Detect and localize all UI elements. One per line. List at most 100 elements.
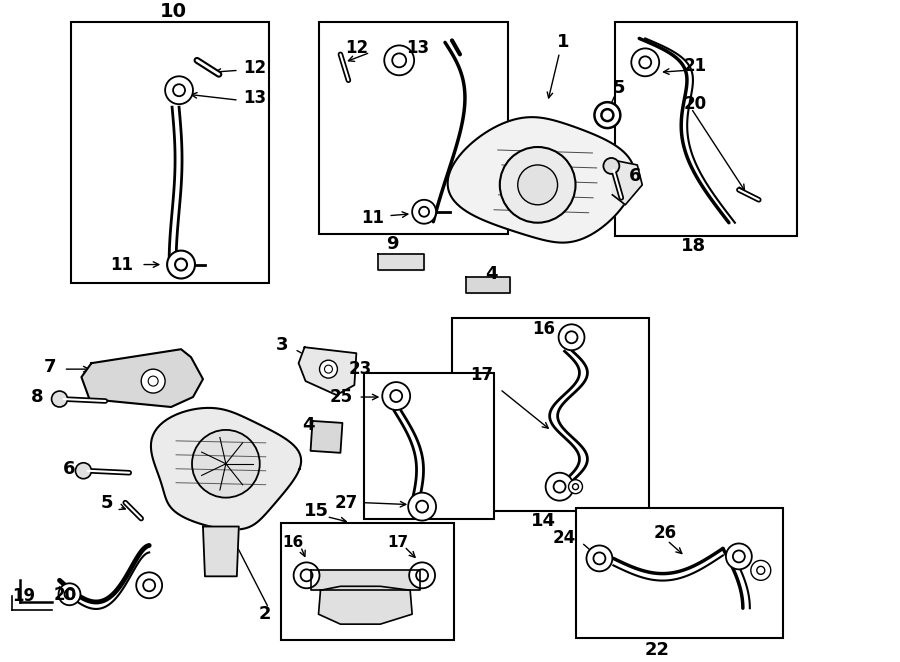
- Text: 17: 17: [388, 535, 409, 550]
- Bar: [452, 318, 649, 510]
- Text: 14: 14: [531, 512, 556, 530]
- Circle shape: [603, 158, 619, 174]
- Circle shape: [410, 563, 435, 589]
- Text: 24: 24: [553, 530, 575, 547]
- Text: 4: 4: [486, 265, 498, 283]
- Circle shape: [569, 480, 582, 494]
- Circle shape: [601, 109, 614, 121]
- Circle shape: [518, 165, 558, 205]
- Text: 22: 22: [644, 641, 670, 659]
- Text: 12: 12: [243, 60, 266, 77]
- Polygon shape: [319, 587, 412, 624]
- Circle shape: [587, 545, 612, 571]
- Text: 11: 11: [361, 209, 384, 226]
- Circle shape: [143, 579, 155, 591]
- Circle shape: [757, 567, 765, 575]
- Text: 17: 17: [471, 366, 493, 384]
- Text: 13: 13: [243, 89, 266, 107]
- Circle shape: [192, 430, 260, 498]
- Circle shape: [419, 207, 429, 216]
- Text: 10: 10: [159, 2, 186, 21]
- Bar: [364, 373, 494, 518]
- Circle shape: [65, 589, 75, 599]
- Text: 1: 1: [557, 33, 570, 52]
- Circle shape: [545, 473, 573, 500]
- Text: 27: 27: [335, 494, 358, 512]
- Text: 18: 18: [680, 236, 706, 255]
- Text: 21: 21: [683, 58, 706, 75]
- Text: 20: 20: [683, 95, 706, 113]
- Text: 4: 4: [302, 416, 315, 434]
- Polygon shape: [447, 117, 634, 242]
- Circle shape: [392, 54, 406, 68]
- Circle shape: [148, 376, 158, 386]
- Text: 2: 2: [258, 605, 271, 623]
- Circle shape: [416, 569, 428, 581]
- Polygon shape: [378, 254, 424, 269]
- Circle shape: [631, 48, 659, 76]
- Circle shape: [416, 500, 428, 512]
- Circle shape: [391, 390, 402, 402]
- Bar: [616, 23, 796, 236]
- Text: 3: 3: [276, 336, 289, 354]
- Circle shape: [554, 481, 565, 493]
- Circle shape: [325, 365, 332, 373]
- Polygon shape: [151, 408, 302, 530]
- Polygon shape: [81, 350, 203, 407]
- Circle shape: [751, 561, 770, 581]
- Bar: [575, 508, 783, 638]
- Bar: [71, 23, 269, 283]
- Text: 8: 8: [31, 388, 43, 406]
- Text: 20: 20: [53, 587, 76, 604]
- Circle shape: [409, 493, 436, 520]
- Text: 26: 26: [653, 524, 677, 542]
- Bar: [281, 522, 454, 640]
- Circle shape: [76, 463, 92, 479]
- Text: 15: 15: [304, 502, 329, 520]
- Text: 25: 25: [329, 388, 353, 406]
- Text: 16: 16: [282, 535, 303, 550]
- Polygon shape: [310, 571, 420, 591]
- Circle shape: [51, 391, 68, 407]
- Text: 11: 11: [110, 256, 133, 273]
- Polygon shape: [299, 348, 356, 395]
- Text: 12: 12: [346, 40, 368, 58]
- Circle shape: [565, 331, 578, 343]
- Circle shape: [141, 369, 165, 393]
- Circle shape: [167, 251, 195, 279]
- Text: 5: 5: [613, 79, 626, 97]
- Circle shape: [572, 484, 579, 490]
- Text: 6: 6: [63, 459, 76, 478]
- Text: 7: 7: [44, 358, 57, 376]
- Circle shape: [136, 573, 162, 598]
- Circle shape: [301, 569, 312, 581]
- Circle shape: [320, 360, 338, 378]
- Circle shape: [412, 200, 436, 224]
- Circle shape: [382, 382, 410, 410]
- Text: 6: 6: [629, 167, 642, 185]
- Circle shape: [58, 583, 80, 605]
- Polygon shape: [310, 421, 342, 453]
- Circle shape: [176, 259, 187, 271]
- Circle shape: [733, 550, 745, 563]
- Circle shape: [165, 76, 193, 104]
- Text: 16: 16: [533, 320, 555, 338]
- Circle shape: [594, 102, 620, 128]
- Circle shape: [173, 84, 185, 96]
- Circle shape: [559, 324, 584, 350]
- Text: 13: 13: [406, 40, 429, 58]
- Bar: [319, 23, 508, 234]
- Circle shape: [384, 46, 414, 75]
- Text: 19: 19: [12, 587, 35, 605]
- Circle shape: [293, 563, 320, 589]
- Text: 5: 5: [101, 494, 113, 512]
- Polygon shape: [612, 160, 643, 205]
- Polygon shape: [203, 526, 238, 577]
- Circle shape: [639, 56, 652, 68]
- Polygon shape: [466, 277, 509, 293]
- Circle shape: [500, 147, 575, 222]
- Circle shape: [726, 544, 752, 569]
- Text: 23: 23: [348, 360, 372, 378]
- Text: 9: 9: [386, 234, 399, 253]
- Circle shape: [593, 552, 606, 565]
